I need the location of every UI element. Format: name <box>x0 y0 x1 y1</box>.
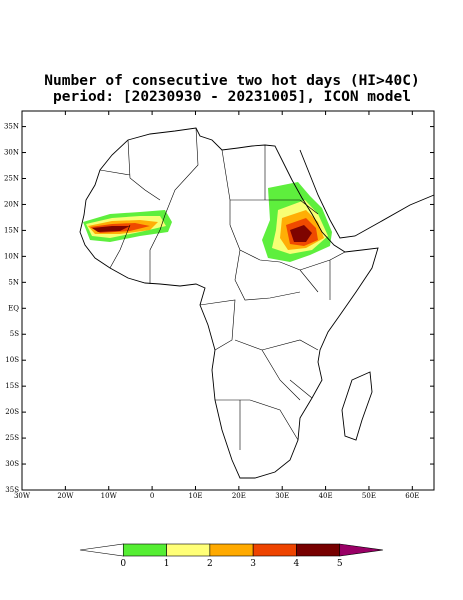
lon-tick-label: 10E <box>188 492 202 500</box>
lon-tick-label: 10W <box>101 492 118 500</box>
madagascar <box>341 371 373 441</box>
colorbar-segment <box>166 543 211 557</box>
lat-tick-label: 5S <box>10 330 19 338</box>
lat-tick-label: 25N <box>4 174 19 182</box>
lat-tick-label: 20N <box>4 200 19 208</box>
lat-tick-label: 10N <box>4 252 19 260</box>
colorbar-label: 1 <box>164 559 170 569</box>
colorbar-label: 0 <box>120 559 126 569</box>
lat-tick-label: 10S <box>5 356 19 364</box>
lat-tick-label: 30S <box>5 460 19 468</box>
lat-tick-label: 20S <box>5 408 19 416</box>
colorbar-over <box>339 543 384 557</box>
title-line: period: [20230930 - 20231005], ICON mode… <box>53 89 411 105</box>
colorbar-label: 4 <box>294 559 300 569</box>
lon-tick-label: 0 <box>150 492 154 500</box>
lon-tick-label: 20E <box>232 492 246 500</box>
lon-tick-label: 50E <box>362 492 376 500</box>
lon-tick-label: 20W <box>57 492 74 500</box>
colorbar-label: 3 <box>250 559 256 569</box>
africa-coast <box>79 127 379 479</box>
hot-day-area <box>290 225 312 242</box>
lat-tick-label: 35S <box>5 486 19 494</box>
colorbar-segment <box>252 543 297 557</box>
lat-tick-label: 25S <box>5 434 19 442</box>
axis-ticks: 35N 30N 25N 20N 15N 10N 5N EQ 5S 10S 15S 20S 25S 30S 3… <box>4 111 434 500</box>
coastlines <box>79 127 435 479</box>
lat-tick-label: 30N <box>4 149 19 157</box>
hot-day-field <box>83 182 332 262</box>
lat-tick-label: EQ <box>8 304 19 312</box>
title-line: Number of consecutive two hot days (HI>4… <box>44 73 419 89</box>
lon-tick-label: 30W <box>14 492 31 500</box>
colorbar-segment <box>296 543 341 557</box>
colorbar-label: 5 <box>337 559 343 569</box>
colorbar-under <box>79 543 124 557</box>
map-frame <box>21 110 435 491</box>
hot-day-area <box>92 226 130 232</box>
lat-tick-label: 35N <box>4 123 19 131</box>
colorbar-segment <box>122 543 167 557</box>
arabia-coast <box>299 149 435 239</box>
lon-tick-label: 60E <box>405 492 419 500</box>
lat-tick-label: 5N <box>8 278 19 286</box>
lat-tick-label: 15N <box>4 226 19 234</box>
lon-tick-label: 40E <box>319 492 333 500</box>
colorbar-label: 2 <box>207 559 213 569</box>
colorbar-segment <box>209 543 254 557</box>
lat-tick-label: 15S <box>5 382 19 390</box>
colorbar: 0 1 2 3 4 5 <box>79 543 384 569</box>
lon-tick-label: 30E <box>275 492 289 500</box>
